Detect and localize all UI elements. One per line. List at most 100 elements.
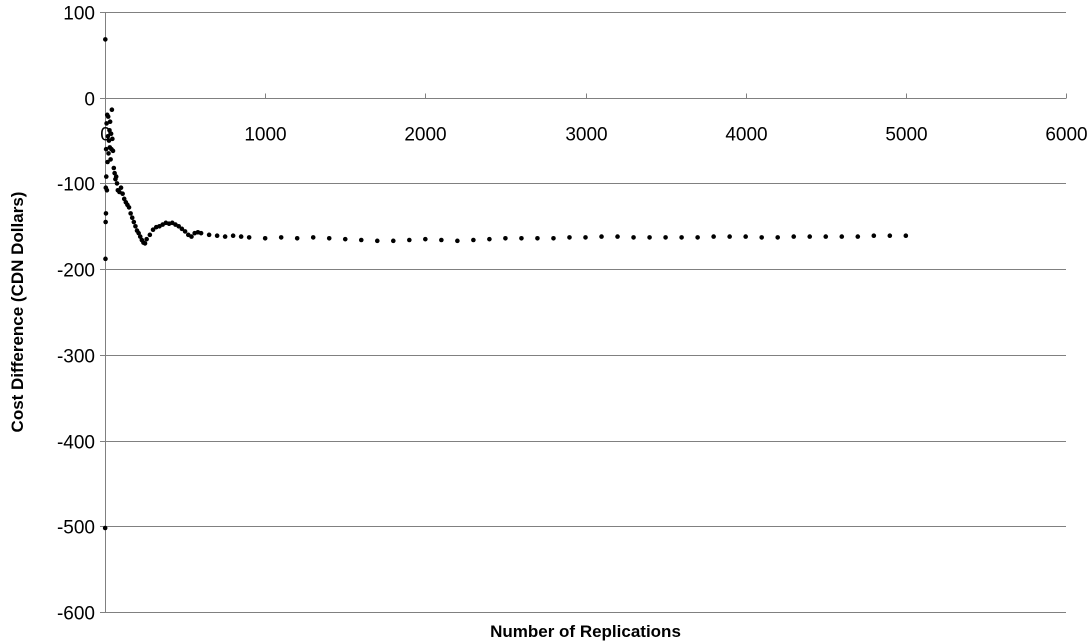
data-point	[106, 151, 111, 156]
y-tick-label-0: 100	[63, 4, 95, 25]
data-point	[246, 235, 252, 240]
data-point	[133, 223, 138, 229]
data-point	[583, 235, 588, 240]
y-tick-label-4: -300	[57, 347, 95, 368]
y-tick-label-7: -600	[57, 604, 95, 625]
data-point	[439, 237, 444, 243]
data-point	[150, 227, 156, 233]
data-point	[102, 525, 108, 531]
data-point	[711, 234, 716, 239]
data-point	[567, 235, 572, 240]
data-point	[695, 235, 700, 240]
data-point	[105, 114, 111, 119]
data-point	[278, 235, 284, 240]
data-point	[206, 232, 212, 238]
y-tick-label-3: -200	[57, 261, 95, 282]
data-point	[111, 165, 117, 171]
data-point	[551, 235, 556, 241]
data-point	[136, 230, 141, 236]
x-tick-label-2: 2000	[404, 125, 446, 146]
x-tick-label-3: 3000	[565, 125, 607, 146]
data-point	[137, 234, 143, 239]
data-point	[791, 234, 797, 239]
data-point	[113, 174, 119, 179]
data-point	[189, 234, 194, 239]
data-point	[107, 127, 112, 133]
data-point	[108, 131, 114, 137]
data-point	[807, 234, 813, 239]
data-point	[108, 157, 113, 162]
data-point	[647, 235, 652, 240]
x-tick-label-4: 4000	[725, 125, 767, 146]
data-point	[407, 237, 412, 243]
data-point	[129, 215, 135, 221]
data-point	[294, 235, 300, 241]
x-tick-label-1: 1000	[244, 125, 286, 146]
data-point	[471, 237, 476, 243]
x-axis-title: Number of Replications	[490, 622, 681, 641]
data-point	[310, 235, 316, 240]
data-point	[214, 233, 220, 239]
data-point	[110, 148, 116, 154]
data-point	[855, 234, 861, 239]
data-point	[103, 174, 109, 179]
data-point	[823, 234, 829, 239]
data-point	[743, 234, 748, 239]
data-point	[759, 235, 764, 240]
data-point	[182, 229, 188, 234]
data-point	[109, 107, 115, 113]
data-point	[104, 121, 109, 126]
data-point	[887, 233, 893, 239]
data-point	[519, 235, 524, 241]
data-point	[103, 37, 108, 42]
data-point	[103, 219, 108, 225]
tick-labels: 1000-100-200-300-400-500-6000 1000 2000 300…	[57, 4, 1088, 625]
data-point	[903, 233, 909, 239]
data-point	[179, 226, 185, 232]
data-point	[118, 185, 124, 191]
data-point	[142, 241, 148, 246]
data-point	[391, 238, 396, 244]
data-point	[147, 232, 153, 238]
data-point	[222, 234, 228, 239]
data-point	[126, 205, 132, 210]
y-axis-title: Cost Difference (CDN Dollars)	[8, 192, 27, 433]
data-point	[342, 236, 348, 242]
data-point	[144, 236, 149, 242]
data-point	[230, 233, 236, 239]
data-point	[107, 119, 113, 125]
data-point	[599, 234, 604, 239]
data-point	[631, 235, 636, 240]
data-point	[105, 159, 110, 165]
data-point	[105, 133, 111, 139]
data-point	[423, 236, 428, 242]
data-points	[102, 37, 909, 531]
data-point	[110, 136, 115, 142]
data-point	[262, 235, 268, 241]
data-point	[112, 170, 117, 176]
data-point	[727, 234, 732, 239]
data-point	[103, 146, 109, 152]
data-point	[679, 235, 684, 240]
data-point	[176, 223, 181, 229]
y-tick-label-5: -400	[57, 433, 95, 454]
y-tick-label-2: -100	[57, 175, 95, 196]
data-point	[839, 234, 845, 239]
data-point	[198, 230, 204, 236]
data-point	[128, 211, 133, 216]
data-point	[131, 219, 137, 225]
x-tick-label-6: 6000	[1045, 125, 1087, 146]
data-point	[487, 236, 492, 242]
data-point	[104, 187, 110, 193]
data-point	[120, 191, 125, 197]
data-point	[374, 238, 380, 244]
data-point	[103, 256, 108, 262]
data-point	[114, 181, 120, 186]
axes	[100, 12, 1067, 613]
data-point	[121, 196, 127, 202]
data-point	[775, 235, 780, 240]
y-tick-label-1: 0	[84, 90, 95, 111]
y-tick-label-6: -500	[57, 518, 95, 539]
data-point	[615, 234, 620, 239]
